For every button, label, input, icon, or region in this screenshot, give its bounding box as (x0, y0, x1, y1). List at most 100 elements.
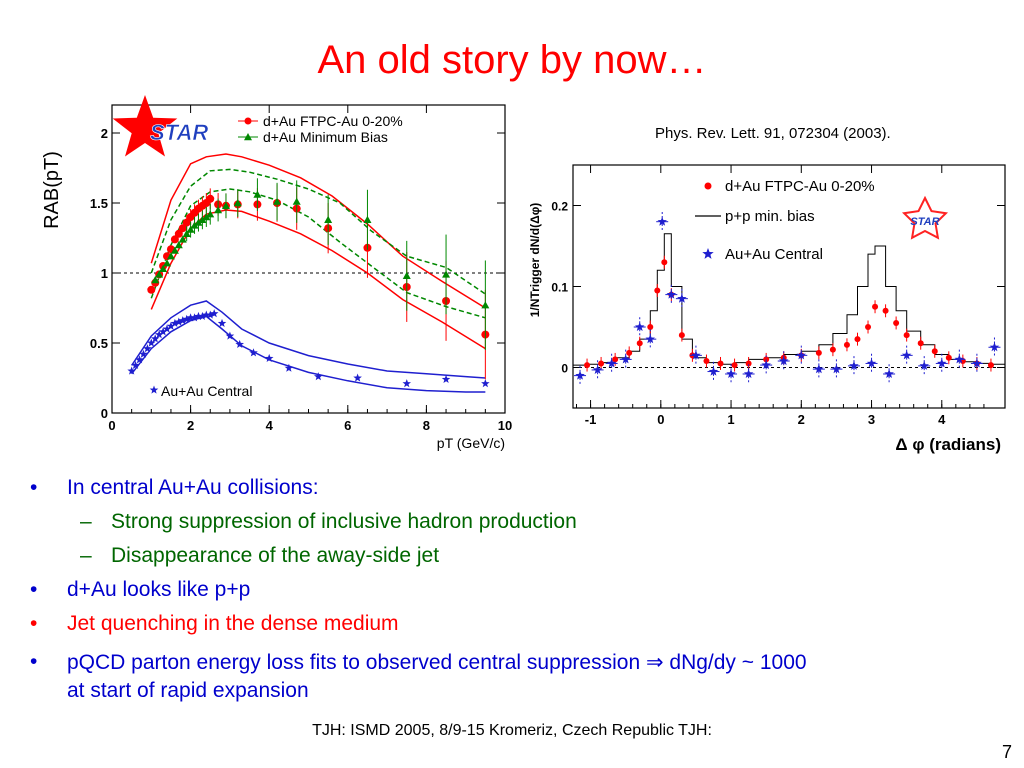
data-point (726, 369, 736, 378)
data-point (903, 332, 910, 339)
data-point (592, 364, 603, 374)
data-point (225, 331, 235, 340)
data-point (481, 379, 490, 388)
data-point (882, 307, 889, 314)
star-logo-icon (901, 195, 949, 240)
data-point (174, 317, 184, 326)
data-point (162, 324, 172, 333)
data-point (661, 259, 668, 266)
data-point (244, 117, 252, 125)
data-point (170, 246, 179, 254)
data-point (779, 356, 789, 366)
band-lower (150, 209, 486, 350)
data-point (441, 374, 451, 383)
bullet-text: Strong suppression of inclusive hadron p… (111, 510, 577, 533)
legend-label: d+Au FTPC-Au 0-20% (263, 113, 403, 129)
x-axis-label: pT (GeV/c) (437, 435, 505, 451)
page-number: 7 (1001, 742, 1012, 762)
band-upper (150, 168, 486, 295)
data-point (170, 235, 179, 244)
data-point (584, 362, 591, 369)
data-point (972, 358, 982, 368)
data-point (273, 197, 282, 205)
data-point (235, 339, 244, 348)
data-point (190, 221, 199, 229)
data-point (182, 218, 191, 227)
band-upper (131, 300, 486, 379)
data-point (174, 241, 183, 249)
data-point (151, 276, 160, 284)
data-point (353, 373, 362, 382)
data-point (743, 369, 754, 378)
bullet-text: In central Au+Au collisions: (67, 476, 319, 499)
data-point (945, 354, 952, 361)
data-point (931, 348, 938, 355)
x-tick-label: 8 (423, 418, 430, 433)
data-point (901, 350, 912, 360)
y-tick-label: 0.1 (551, 281, 568, 295)
x-tick-label: 0 (108, 418, 115, 433)
data-point (253, 190, 262, 198)
y-axis-label: 1/NTrigger dN/d(Δφ) (528, 203, 542, 318)
data-point (815, 349, 822, 356)
data-point (244, 133, 252, 141)
citation: Phys. Rev. Lett. 91, 072304 (2003). (655, 125, 891, 142)
data-point (324, 215, 333, 223)
data-point (131, 360, 140, 369)
dash-bullet: – (80, 510, 92, 533)
bullet-dot: • (30, 650, 38, 673)
data-point (829, 346, 836, 353)
data-point (989, 342, 1000, 352)
data-point (202, 213, 211, 221)
data-point (158, 327, 168, 336)
y-tick-label: 1.5 (90, 196, 108, 211)
data-point (249, 348, 258, 357)
data-point (154, 330, 164, 339)
data-point (666, 289, 677, 299)
data-point (987, 362, 994, 369)
bullet-dot: • (30, 476, 38, 499)
y-tick-label: 0 (101, 406, 108, 421)
data-point (264, 353, 274, 362)
data-point (214, 206, 223, 214)
x-tick-label: 4 (938, 412, 946, 427)
y-tick-label: 0.5 (90, 336, 108, 351)
data-point (606, 358, 617, 368)
series-auau (574, 211, 1001, 386)
data-point (190, 313, 199, 322)
data-point (206, 210, 215, 218)
bullet-text: Jet quenching in the dense medium (67, 612, 399, 635)
data-point (814, 364, 824, 374)
x-tick-label: 6 (344, 418, 351, 433)
y-tick-label: 0.2 (551, 200, 568, 214)
dash-bullet: – (80, 544, 92, 567)
data-point (884, 369, 894, 378)
slide-title: An old story by now… (317, 38, 707, 82)
data-point (442, 270, 451, 278)
data-point (147, 285, 156, 294)
data-point (717, 360, 724, 367)
data-point (678, 332, 685, 339)
bullet-text: at start of rapid expansion (67, 679, 309, 702)
data-point (284, 363, 294, 372)
data-point (691, 350, 701, 360)
footer: TJH: ISMD 2005, 8/9-15 Kromeriz, Czech R… (312, 722, 712, 739)
data-point (186, 313, 195, 322)
data-point (221, 201, 230, 209)
logo-text: STAR (910, 216, 939, 228)
data-point (292, 197, 301, 205)
band-upper (150, 153, 486, 309)
x-axis-label: Δ φ (radians) (895, 435, 1001, 454)
bullet-text: pQCD parton energy loss fits to observed… (67, 651, 807, 674)
data-point (620, 354, 631, 364)
data-point (206, 194, 215, 203)
data-point (854, 336, 861, 343)
data-point (657, 216, 667, 226)
data-point (402, 271, 411, 279)
x-tick-label: -1 (585, 412, 597, 427)
data-point (182, 314, 191, 323)
y-tick-label: 0 (561, 362, 568, 376)
x-tick-label: 10 (498, 418, 512, 433)
x-tick-label: 2 (798, 412, 805, 427)
legend-label: Au+Au Central (725, 246, 823, 263)
